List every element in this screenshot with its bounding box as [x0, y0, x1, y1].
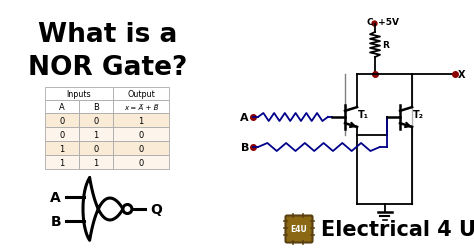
Text: A: A: [59, 103, 65, 112]
Bar: [79, 114, 113, 128]
Text: A: A: [50, 191, 61, 204]
Text: 0: 0: [138, 130, 144, 139]
Bar: [79, 141, 113, 155]
Text: 0: 0: [59, 130, 64, 139]
Text: What is a: What is a: [38, 22, 178, 48]
Text: 0: 0: [93, 116, 99, 125]
Text: B: B: [93, 103, 99, 112]
Bar: [45, 88, 113, 101]
Text: T₂: T₂: [413, 109, 424, 119]
Bar: [113, 101, 169, 114]
Text: x = A̅ + B̅: x = A̅ + B̅: [124, 104, 158, 110]
Text: 1: 1: [59, 144, 64, 153]
Bar: [79, 128, 113, 141]
Bar: [45, 155, 79, 169]
Text: E4U: E4U: [291, 225, 307, 234]
Text: A: A: [240, 113, 249, 122]
Bar: [113, 155, 169, 169]
Bar: [113, 114, 169, 128]
Text: T₁: T₁: [358, 109, 369, 119]
Text: Output: Output: [127, 90, 155, 99]
Bar: [113, 141, 169, 155]
Text: 1: 1: [93, 130, 99, 139]
Text: Inputs: Inputs: [67, 90, 91, 99]
Text: 1: 1: [138, 116, 144, 125]
Text: Q: Q: [150, 202, 162, 216]
Text: B: B: [241, 142, 249, 152]
Text: 0: 0: [138, 158, 144, 167]
Bar: [45, 141, 79, 155]
Text: B: B: [50, 214, 61, 228]
Text: 0: 0: [59, 116, 64, 125]
Text: 1: 1: [93, 158, 99, 167]
Text: NOR Gate?: NOR Gate?: [28, 55, 188, 81]
Bar: [113, 88, 169, 101]
Bar: [45, 114, 79, 128]
Bar: [45, 101, 79, 114]
Bar: [79, 101, 113, 114]
Text: X: X: [458, 70, 465, 80]
Text: Electrical 4 U: Electrical 4 U: [321, 219, 474, 239]
FancyBboxPatch shape: [285, 216, 312, 242]
Text: 1: 1: [59, 158, 64, 167]
Text: R: R: [382, 41, 389, 50]
Bar: [79, 155, 113, 169]
Circle shape: [123, 205, 132, 214]
Text: +5V: +5V: [375, 17, 399, 26]
Text: 0: 0: [138, 144, 144, 153]
Text: C: C: [366, 17, 373, 26]
Bar: [45, 128, 79, 141]
Text: 0: 0: [93, 144, 99, 153]
Polygon shape: [83, 178, 123, 240]
Bar: [113, 128, 169, 141]
